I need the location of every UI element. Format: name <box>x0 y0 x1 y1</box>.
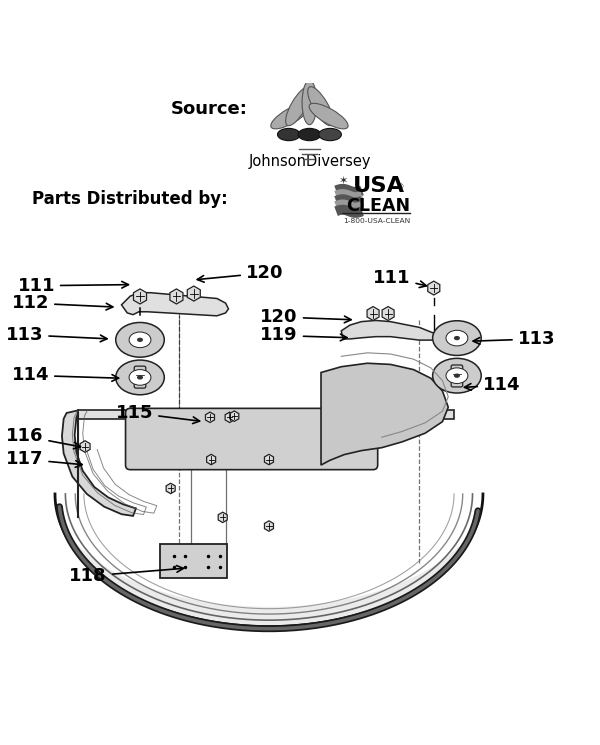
Text: 113: 113 <box>473 330 555 348</box>
Text: 114: 114 <box>464 376 520 394</box>
Text: Parts Distributed by:: Parts Distributed by: <box>32 190 227 208</box>
Ellipse shape <box>137 337 143 342</box>
Ellipse shape <box>433 358 481 393</box>
Ellipse shape <box>319 128 341 141</box>
Ellipse shape <box>454 336 460 340</box>
Ellipse shape <box>116 323 164 357</box>
Text: 120: 120 <box>260 308 351 326</box>
Text: JohnsonDiversey: JohnsonDiversey <box>248 154 371 169</box>
Polygon shape <box>321 364 448 465</box>
Ellipse shape <box>309 104 348 129</box>
FancyBboxPatch shape <box>134 366 146 388</box>
Text: 119: 119 <box>260 326 347 344</box>
Ellipse shape <box>129 370 151 385</box>
Text: CLEAN: CLEAN <box>346 197 410 215</box>
Text: ®: ® <box>397 184 405 190</box>
FancyBboxPatch shape <box>125 408 377 469</box>
Ellipse shape <box>454 373 460 378</box>
Text: 116: 116 <box>6 427 80 448</box>
Ellipse shape <box>308 86 333 126</box>
Ellipse shape <box>433 321 481 355</box>
FancyBboxPatch shape <box>160 545 227 578</box>
Ellipse shape <box>298 128 321 141</box>
FancyBboxPatch shape <box>451 365 463 387</box>
Text: 111: 111 <box>17 276 128 295</box>
Text: 112: 112 <box>12 294 113 312</box>
Ellipse shape <box>446 330 468 346</box>
Ellipse shape <box>129 332 151 348</box>
Polygon shape <box>121 293 229 316</box>
Ellipse shape <box>446 368 468 384</box>
Text: 118: 118 <box>70 565 184 585</box>
Ellipse shape <box>271 104 310 129</box>
Ellipse shape <box>277 128 300 141</box>
Text: 120: 120 <box>197 264 283 282</box>
Polygon shape <box>78 410 454 419</box>
Text: USA: USA <box>353 177 405 196</box>
Text: Source:: Source: <box>170 101 248 118</box>
Text: 114: 114 <box>12 367 119 384</box>
Ellipse shape <box>116 360 164 395</box>
Text: 113: 113 <box>6 326 107 344</box>
Text: 1-800-USA-CLEAN: 1-800-USA-CLEAN <box>343 218 410 224</box>
Text: 115: 115 <box>116 404 200 424</box>
Text: 111: 111 <box>373 269 427 288</box>
Polygon shape <box>62 410 136 516</box>
Ellipse shape <box>286 86 311 126</box>
Ellipse shape <box>137 375 143 380</box>
Ellipse shape <box>302 80 317 124</box>
Text: 117: 117 <box>6 450 82 469</box>
Text: ✶: ✶ <box>339 176 349 186</box>
Polygon shape <box>341 320 434 340</box>
